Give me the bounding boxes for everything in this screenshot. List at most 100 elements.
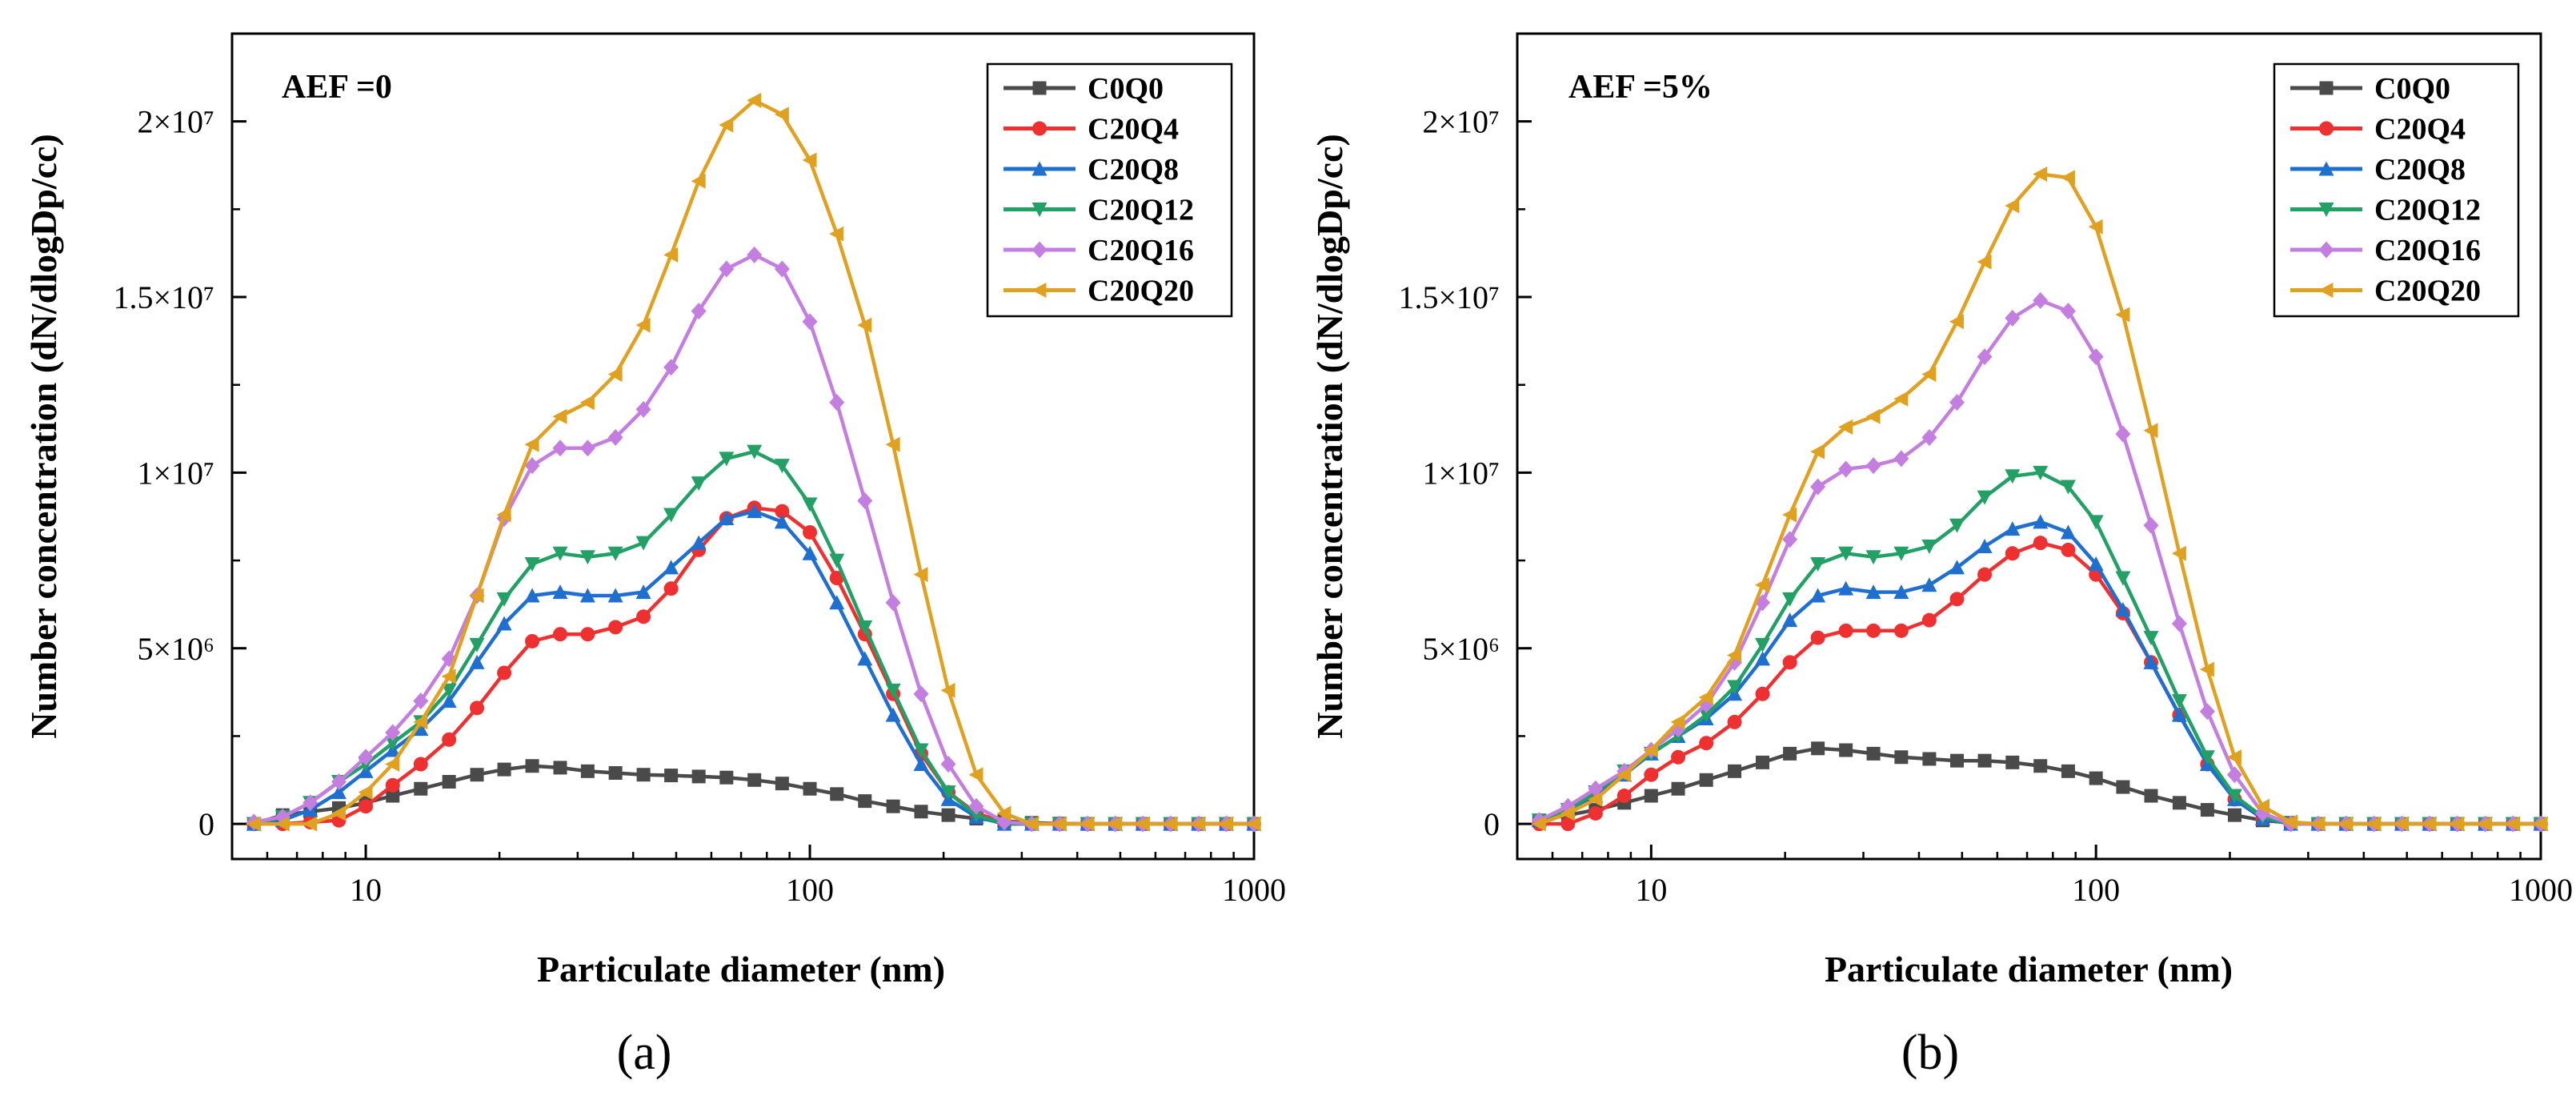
data-point xyxy=(1977,490,1993,505)
series-line xyxy=(1539,540,2541,826)
data-point xyxy=(1755,577,1770,593)
y-tick-label: 1×10⁷ xyxy=(137,455,214,491)
data-point xyxy=(2171,545,2186,561)
legend: C0Q0 C20Q4 C20Q8 C20Q12 C20Q16 C20Q20 xyxy=(2273,62,2520,318)
data-point xyxy=(1839,743,1853,757)
data-point xyxy=(441,693,457,709)
data-point xyxy=(1617,789,1632,804)
legend-marker xyxy=(2319,81,2334,95)
data-point xyxy=(2061,542,2076,557)
data-point xyxy=(1977,254,1992,270)
legend-marker xyxy=(1032,161,1048,176)
data-point xyxy=(1560,817,1576,832)
data-point xyxy=(2366,816,2382,832)
data-point xyxy=(1893,391,1909,407)
x-tick-label: 100 xyxy=(2072,872,2120,908)
data-point xyxy=(2088,348,2104,366)
data-point xyxy=(2338,816,2354,832)
data-point xyxy=(941,808,955,822)
data-point xyxy=(525,759,539,773)
data-point xyxy=(1218,816,1233,832)
data-point xyxy=(358,785,373,801)
data-point xyxy=(1698,689,1713,705)
x-tick-label: 100 xyxy=(786,872,834,908)
data-point xyxy=(719,452,735,467)
data-point xyxy=(663,508,679,523)
data-point xyxy=(2089,771,2103,785)
legend-marker xyxy=(1032,121,1047,136)
data-point xyxy=(1810,478,1826,496)
data-point xyxy=(524,588,540,603)
legend-marker xyxy=(2319,121,2334,136)
legend-label: C0Q0 xyxy=(2374,72,2450,106)
legend-label: C20Q16 xyxy=(2374,234,2481,267)
data-point xyxy=(858,794,872,809)
data-point xyxy=(2533,816,2548,832)
series-line xyxy=(253,253,1254,826)
legend-item-C0Q0: C0Q0 xyxy=(1004,72,1164,106)
data-point xyxy=(1727,680,1743,695)
data-point xyxy=(1782,592,1798,607)
data-point xyxy=(1838,460,1854,478)
legend-item-C20Q20: C20Q20 xyxy=(2290,275,2481,308)
legend-item-C20Q4: C20Q4 xyxy=(2290,113,2466,147)
data-point xyxy=(857,317,872,333)
data-point xyxy=(2422,816,2437,832)
plot-frame xyxy=(230,32,1256,861)
legend-marker xyxy=(1032,81,1047,95)
data-point xyxy=(1755,686,1770,701)
data-point xyxy=(470,701,485,716)
data-point xyxy=(719,260,735,278)
data-point xyxy=(1080,816,1095,832)
data-point xyxy=(1865,457,1881,475)
data-point xyxy=(1893,546,1909,561)
data-point xyxy=(608,766,623,781)
legend-label: C20Q4 xyxy=(1088,113,1179,147)
data-point xyxy=(1977,348,1993,366)
data-point xyxy=(1588,791,1603,807)
data-point xyxy=(2088,219,2103,235)
data-point xyxy=(386,789,400,803)
data-point xyxy=(886,799,900,813)
data-point xyxy=(1949,753,1964,768)
x-tick-label: 1000 xyxy=(2509,872,2573,908)
data-point xyxy=(579,550,595,565)
data-point xyxy=(1783,746,1797,761)
data-point xyxy=(608,620,623,635)
x-tick-label: 10 xyxy=(350,872,382,908)
data-point xyxy=(802,313,818,331)
data-point xyxy=(1922,752,1937,766)
data-point xyxy=(2005,546,2020,561)
data-point xyxy=(1755,651,1771,666)
data-point xyxy=(885,683,901,698)
legend-item-C20Q12: C20Q12 xyxy=(2290,194,2481,227)
data-point xyxy=(2394,816,2409,832)
data-point xyxy=(2115,307,2130,323)
legend-item-C20Q16: C20Q16 xyxy=(2290,234,2481,267)
data-point xyxy=(885,707,901,722)
data-point xyxy=(1671,749,1686,765)
data-point xyxy=(1865,408,1881,424)
data-point xyxy=(2005,755,2020,769)
data-point xyxy=(2115,425,2131,443)
data-point xyxy=(1782,507,1797,523)
data-point xyxy=(2226,789,2242,804)
data-point xyxy=(2088,515,2104,530)
data-point xyxy=(2450,816,2465,832)
y-tick-label: 5×10⁶ xyxy=(1422,631,1500,667)
data-point xyxy=(1644,789,1658,803)
data-point xyxy=(2088,556,2104,571)
data-point xyxy=(829,571,844,586)
data-point xyxy=(552,546,568,561)
data-point xyxy=(663,560,679,575)
data-point xyxy=(2171,615,2187,632)
data-point xyxy=(302,816,318,832)
data-point xyxy=(2505,816,2520,832)
data-point xyxy=(496,507,511,523)
data-point xyxy=(968,797,984,815)
data-point xyxy=(940,756,956,773)
legend-item-C20Q8: C20Q8 xyxy=(1004,153,1179,187)
data-point xyxy=(1810,630,1825,645)
data-point xyxy=(1617,767,1632,783)
data-point xyxy=(691,173,706,189)
